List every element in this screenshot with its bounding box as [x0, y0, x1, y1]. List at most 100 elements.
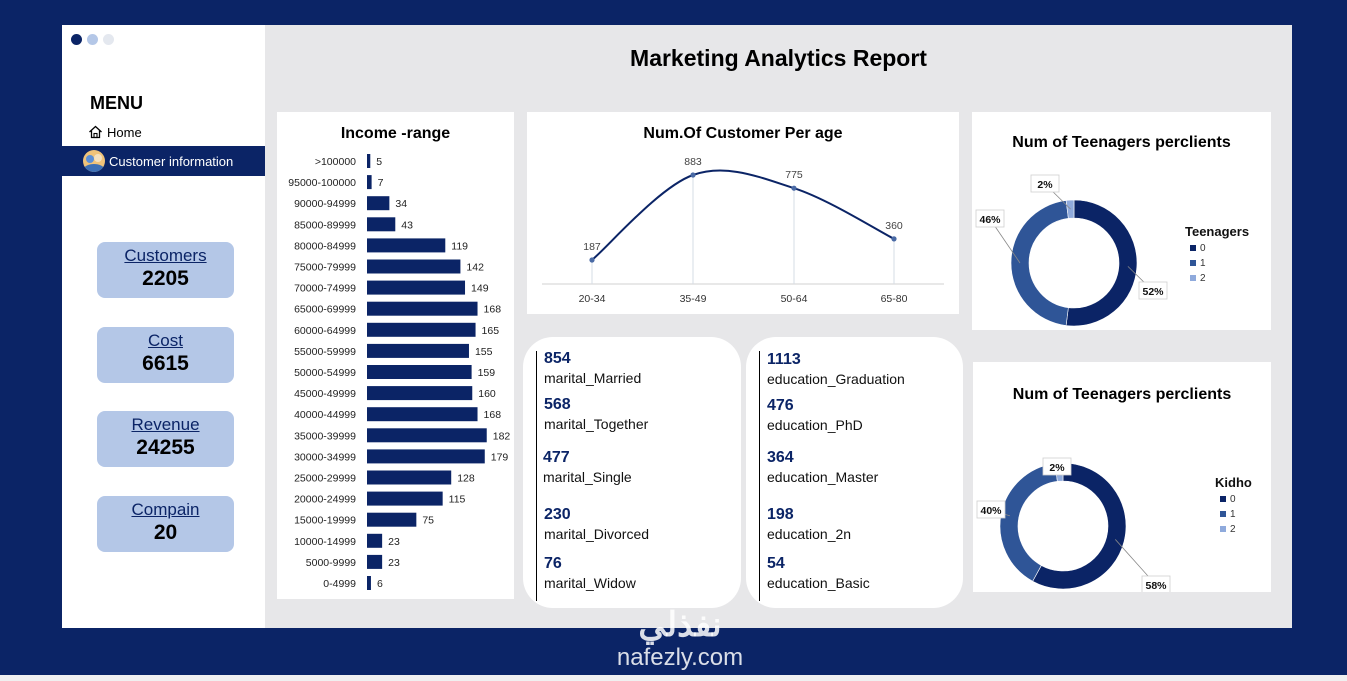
kpi-compain-value: 20 [153, 521, 178, 544]
income-category-label: 15000-19999 [294, 515, 356, 527]
education-basic-value: 54 [767, 555, 785, 572]
income-category-label: 45000-49999 [294, 388, 356, 400]
donut-legend-label: 1 [1230, 509, 1236, 520]
marital-together-label: marital_Together [544, 416, 649, 432]
donut-legend-swatch [1220, 511, 1226, 517]
age-value-label: 360 [885, 220, 903, 232]
age-value-label: 883 [684, 156, 702, 168]
income-value-label: 159 [478, 367, 496, 379]
education-phd-value: 476 [767, 397, 794, 414]
marital-single-label: marital_Single [543, 469, 632, 485]
donut-value-label: 58% [1145, 580, 1167, 592]
education-master-label: education_Master [767, 469, 879, 485]
age-point [589, 257, 595, 263]
donut-legend-swatch [1190, 245, 1196, 251]
income-category-label: 75000-79999 [294, 262, 356, 274]
education-phd-label: education_PhD [767, 417, 863, 433]
income-bar [367, 301, 478, 316]
income-value-label: 179 [491, 451, 509, 463]
income-category-label: 25000-29999 [294, 473, 356, 485]
watermark-logo: نفذلي nafezly.com [600, 605, 760, 671]
donut-value-label: 2% [1037, 179, 1053, 191]
income-bar [367, 449, 485, 464]
window-dot-3 [103, 34, 114, 45]
income-value-label: 182 [493, 430, 511, 442]
income-bar [367, 238, 446, 253]
income-bar [367, 533, 383, 548]
sheet-tabs-strip [0, 675, 1347, 681]
kidhome-chart-title: Num of Teenagers perclients [1012, 386, 1232, 403]
income-chart-title: Income -range [340, 125, 451, 142]
watermark-latin: nafezly.com [616, 644, 744, 671]
income-category-label: 40000-44999 [294, 409, 356, 421]
education-2n-value: 198 [767, 506, 794, 523]
donut-label-box [975, 209, 1005, 228]
marital-married-value: 854 [544, 350, 571, 367]
income-value-label: 7 [378, 177, 384, 189]
income-bar [367, 280, 466, 295]
donut-value-label: 40% [980, 505, 1002, 517]
sidebar-item-home[interactable]: Home [88, 122, 142, 142]
income-range-chart: >100000 5 95000-100000 7 90000-94999 34 85000-… [288, 154, 511, 590]
education-divider [759, 351, 760, 601]
income-category-label: 5000-9999 [306, 557, 356, 569]
donut-legend-label: 1 [1200, 258, 1206, 269]
sidebar-item-customer-information[interactable]: Customer information [62, 146, 265, 176]
income-bar [367, 196, 390, 211]
donut-legend-label: 0 [1200, 243, 1206, 254]
marital-widow-value: 76 [544, 555, 562, 572]
income-category-label: 10000-14999 [294, 536, 356, 548]
income-value-label: 6 [377, 578, 383, 590]
income-value-label: 128 [457, 473, 475, 485]
kpi-customers: Customers 2205 [97, 242, 234, 298]
income-category-label: 65000-69999 [294, 304, 356, 316]
income-bar [367, 491, 443, 506]
income-bar [367, 365, 472, 379]
income-category-label: 30000-34999 [294, 451, 356, 463]
age-category-label: 50-64 [781, 293, 808, 305]
income-value-label: 155 [475, 346, 493, 358]
marital-divider [536, 351, 537, 601]
income-value-label: 160 [478, 388, 496, 400]
income-bar [367, 576, 371, 590]
age-category-label: 20-34 [579, 293, 606, 305]
donut-legend-title: Teenagers [1185, 224, 1249, 239]
income-bar [367, 259, 461, 274]
income-value-label: 23 [388, 557, 400, 569]
window-dot-1 [71, 34, 82, 45]
teenagers-panel: Num of Teenagers perclients 52% 46% 2% Teen… [972, 112, 1271, 330]
kpi-revenue-value: 24255 [136, 436, 195, 459]
income-value-label: 43 [401, 219, 413, 231]
age-series-line [591, 169, 895, 261]
donut-legend-swatch [1220, 526, 1226, 532]
income-value-label: 142 [466, 262, 484, 274]
income-value-label: 23 [388, 536, 400, 548]
age-category-label: 35-49 [680, 293, 707, 305]
income-category-label: 55000-59999 [294, 346, 356, 358]
income-bar [367, 175, 372, 190]
donut-label-box [1138, 281, 1168, 300]
income-range-panel: Income -range >100000 5 95000-100000 7 90000… [277, 112, 514, 599]
income-value-label: 119 [451, 240, 468, 252]
income-value-label: 165 [482, 325, 500, 337]
donut-legend-swatch [1190, 260, 1196, 266]
age-category-label: 65-80 [881, 293, 908, 305]
donut-label-box [1141, 575, 1171, 592]
donut-label-box [976, 500, 1006, 519]
menu-title: MENU [90, 93, 143, 113]
donut-label-box [1042, 457, 1072, 476]
kpi-revenue: Revenue 24255 [97, 411, 234, 467]
income-category-label: 35000-39999 [294, 430, 356, 442]
age-panel: Num.Of Customer Per age 187 20-34 883 35-49… [527, 112, 959, 314]
age-point [690, 172, 696, 178]
kpi-cost-label: Cost [148, 331, 183, 350]
kpi-compain-label: Compain [131, 500, 200, 519]
avatar-icon [83, 150, 105, 172]
donut-slice [999, 463, 1058, 582]
teenagers-chart-title: Num of Teenagers perclients [1012, 134, 1231, 151]
donut-legend-title: Kidho [1215, 475, 1252, 490]
income-bar [367, 154, 371, 168]
income-category-label: >100000 [315, 156, 356, 168]
income-bar [367, 407, 478, 422]
donut-slice [1065, 199, 1138, 327]
